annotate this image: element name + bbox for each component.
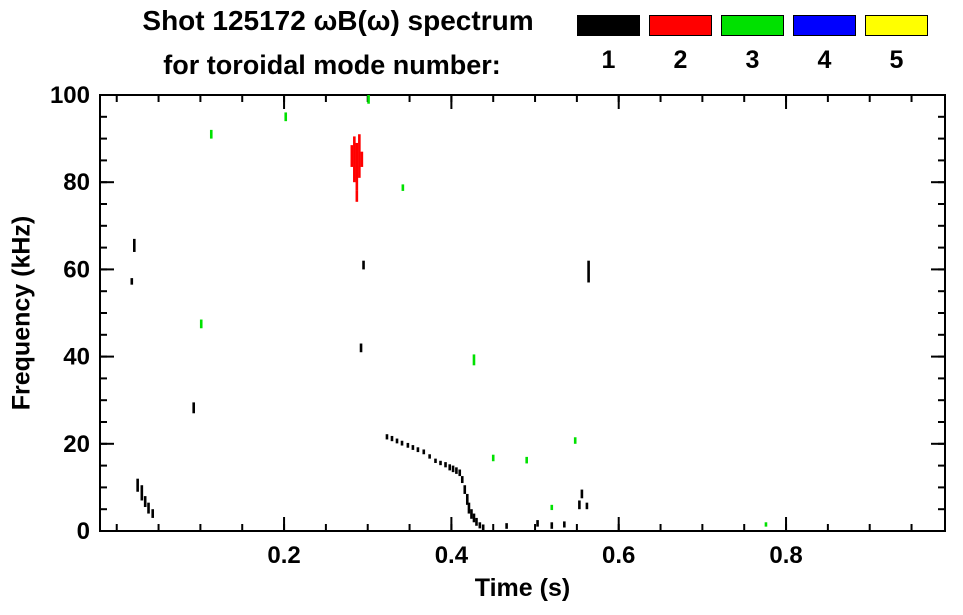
- data-segment: [140, 485, 144, 501]
- data-segment: [353, 136, 356, 183]
- x-tick-label: 0.4: [435, 542, 469, 569]
- x-tick-labels: 0.2 0.4 0.6 0.8: [267, 542, 802, 569]
- legend-swatch-icon: [865, 15, 928, 36]
- data-segment: [472, 513, 476, 523]
- x-tick-label: 0.8: [769, 542, 802, 569]
- data-segment: [350, 145, 354, 167]
- data-segment: [143, 496, 147, 508]
- data-segment: [209, 129, 213, 139]
- y-tick-label: 0: [77, 518, 90, 545]
- legend-entry-mode-1: 1: [577, 15, 640, 73]
- data-segment: [359, 343, 363, 353]
- data-segment: [406, 442, 410, 448]
- data-segment: [284, 112, 288, 122]
- data-segment: [460, 476, 464, 484]
- data-segment: [470, 509, 473, 519]
- data-segment: [525, 456, 528, 464]
- legend: 1 2 3 4 5: [577, 15, 928, 73]
- data-segment: [585, 502, 589, 510]
- data-segment: [563, 521, 566, 528]
- data-segment: [550, 504, 554, 511]
- data-segment: [367, 95, 370, 104]
- series-mode-2: [350, 134, 364, 202]
- data-segment: [401, 184, 405, 191]
- data-segment: [136, 478, 139, 492]
- legend-entry-mode-3: 3: [721, 15, 784, 73]
- data-segment: [422, 449, 426, 455]
- data-segment: [467, 502, 471, 514]
- data-segment: [463, 485, 467, 494]
- data-segment: [147, 502, 150, 514]
- legend-mode-number: 2: [673, 46, 688, 74]
- data-segment: [550, 522, 554, 529]
- data-segment: [472, 354, 476, 366]
- y-axis-title: Frequency (kHz): [7, 215, 36, 411]
- data-segment: [448, 464, 452, 471]
- plot-frame: [99, 94, 946, 532]
- data-segment: [355, 190, 359, 202]
- y-tick-label: 100: [50, 82, 90, 109]
- data-segment: [573, 437, 577, 444]
- legend-entry-mode-2: 2: [649, 15, 712, 73]
- data-segment: [151, 509, 155, 518]
- legend-entry-mode-5: 5: [865, 15, 928, 73]
- data-segment: [580, 489, 584, 499]
- data-segment: [536, 520, 539, 527]
- data-segment: [192, 402, 196, 414]
- data-segment: [451, 465, 455, 473]
- legend-mode-number: 4: [817, 46, 832, 74]
- y-tick-label: 40: [63, 344, 90, 371]
- legend-mode-number: 1: [601, 46, 616, 74]
- data-segment: [362, 260, 365, 270]
- data-segment: [478, 522, 482, 529]
- legend-mode-number: 5: [889, 46, 904, 74]
- data-segment: [434, 458, 437, 463]
- data-segment: [355, 142, 359, 191]
- data-segment: [358, 134, 361, 178]
- y-tick-label: 60: [63, 256, 90, 283]
- data-segment: [400, 440, 404, 446]
- data-segment: [390, 435, 394, 442]
- data-segment: [439, 460, 442, 466]
- data-segment: [130, 278, 134, 285]
- data-segment: [444, 462, 447, 468]
- data-segment: [491, 454, 495, 462]
- data-segment: [395, 438, 399, 444]
- y-tick-labels: 0 20 40 60 80 100: [50, 82, 90, 545]
- data-segment: [133, 238, 136, 252]
- legend-swatch-icon: [649, 15, 712, 36]
- legend-swatch-icon: [721, 15, 784, 36]
- y-tick-label: 20: [63, 431, 90, 458]
- legend-entry-mode-4: 4: [793, 15, 856, 73]
- data-segment: [587, 260, 590, 283]
- data-segment: [416, 447, 420, 453]
- legend-swatch-icon: [577, 15, 640, 36]
- data-segment: [764, 522, 768, 527]
- data-segment: [458, 469, 462, 477]
- data-segment: [385, 434, 389, 440]
- chart-title-line2: for toroidal mode number:: [163, 50, 501, 80]
- data-segment: [505, 523, 508, 529]
- data-segment: [475, 517, 478, 526]
- x-tick-label: 0.2: [267, 542, 300, 569]
- chart-title-line1: Shot 125172 ωB(ω) spectrum: [142, 5, 534, 36]
- x-axis-title: Time (s): [474, 574, 571, 602]
- y-tick-label: 80: [63, 169, 90, 196]
- legend-swatch-icon: [793, 15, 856, 36]
- axis-ticks: [100, 94, 945, 532]
- data-segment: [578, 500, 581, 510]
- legend-mode-number: 3: [745, 46, 760, 74]
- data-segment: [199, 319, 203, 329]
- data-segment: [455, 467, 458, 474]
- series-mode-3: [199, 95, 768, 527]
- x-tick-label: 0.6: [602, 542, 635, 569]
- data-segment: [411, 445, 415, 450]
- data-segment: [481, 524, 485, 531]
- data-segment: [465, 493, 469, 505]
- series-mode-1: [130, 238, 590, 531]
- data-segment: [360, 151, 364, 167]
- data-segment: [428, 454, 431, 459]
